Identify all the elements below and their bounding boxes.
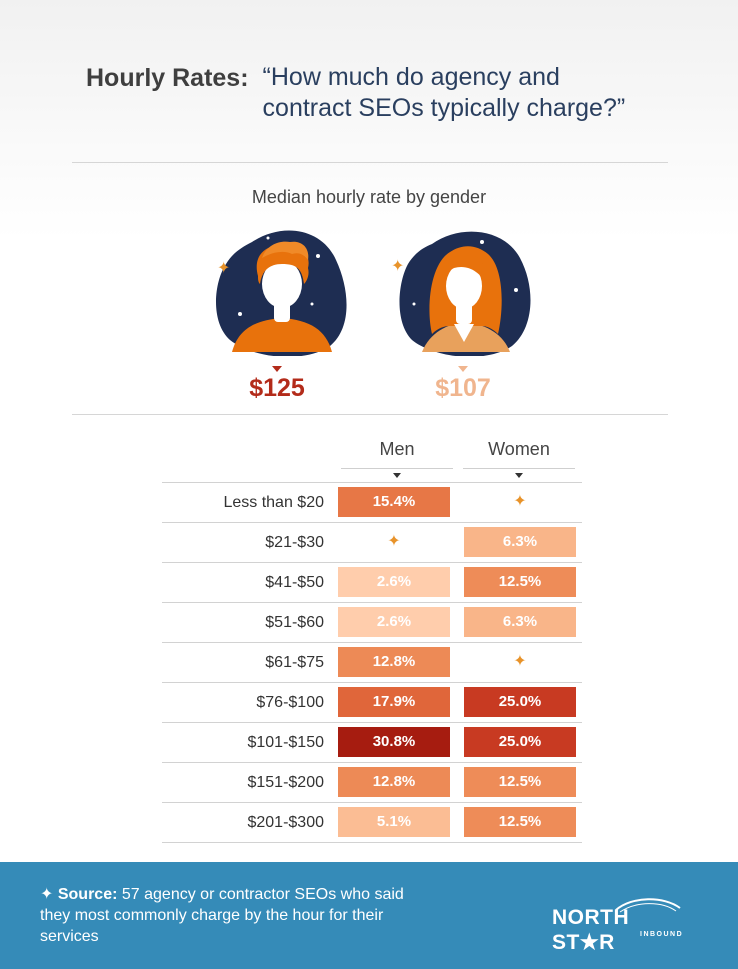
rate-range-label: $21-$30 xyxy=(265,534,324,551)
rate-range-label: $201-$300 xyxy=(247,814,324,831)
table-row: $41-$50 2.6% 12.5% xyxy=(162,562,582,602)
women-value-cell: 6.3% xyxy=(464,607,576,637)
men-value-cell: 12.8% xyxy=(338,767,450,797)
sparkle-icon: ✦ xyxy=(40,886,58,903)
sparkle-icon: ✦ xyxy=(513,653,527,670)
logo-main-text: NORTH ST★R xyxy=(552,906,630,954)
sparkle-icon: ✦ xyxy=(217,260,231,277)
column-pointer-men xyxy=(393,473,401,478)
source-text: 57 agency or contractor SEOs who said th… xyxy=(40,886,404,945)
median-men-value: $125 xyxy=(249,374,305,402)
median-subtitle: Median hourly rate by gender xyxy=(251,187,487,207)
man-avatar xyxy=(212,224,352,356)
column-pointer-women xyxy=(515,473,523,478)
men-value-cell: 17.9% xyxy=(338,687,450,717)
title-question: “How much do agency and contract SEOs ty… xyxy=(262,63,626,122)
women-value-cell: 6.3% xyxy=(464,527,576,557)
men-value-cell: 12.8% xyxy=(338,647,450,677)
median-women-value: $107 xyxy=(435,374,491,402)
sparkle-icon: ✦ xyxy=(387,533,401,550)
sparkle-icon: ✦ xyxy=(513,493,527,510)
logo-sub-text: INBOUND xyxy=(640,931,684,938)
divider-middle xyxy=(72,414,668,415)
rate-range-label: $76-$100 xyxy=(256,694,324,711)
north-star-logo: NORTH ST★R INBOUND xyxy=(546,894,696,954)
title-row: Hourly Rates: “How much do agency and co… xyxy=(86,62,643,124)
men-value-cell: 30.8% xyxy=(338,727,450,757)
women-value-cell: 12.5% xyxy=(464,567,576,597)
women-value-cell: 25.0% xyxy=(464,727,576,757)
table-row: $21-$30 ✦ 6.3% xyxy=(162,522,582,562)
women-value-cell: 12.5% xyxy=(464,807,576,837)
woman-avatar xyxy=(396,224,536,356)
footer: ✦ Source: 57 agency or contractor SEOs w… xyxy=(0,862,738,969)
rate-range-label: $151-$200 xyxy=(247,774,324,791)
column-header-women: Women xyxy=(463,439,575,469)
rate-range-label: $61-$75 xyxy=(265,654,324,671)
men-value-cell: 2.6% xyxy=(338,567,450,597)
women-median-pointer xyxy=(458,366,468,372)
rate-range-label: $41-$50 xyxy=(265,574,324,591)
women-value-cell: 12.5% xyxy=(464,767,576,797)
rate-range-label: $101-$150 xyxy=(247,734,324,751)
table-row: $101-$150 30.8% 25.0% xyxy=(162,722,582,762)
table-row: $76-$100 17.9% 25.0% xyxy=(162,682,582,722)
men-value-cell: 15.4% xyxy=(338,487,450,517)
table-row: $51-$60 2.6% 6.3% xyxy=(162,602,582,642)
men-median-pointer xyxy=(272,366,282,372)
rate-range-label: Less than $20 xyxy=(223,494,324,511)
logo-swoosh xyxy=(615,898,681,913)
men-value-cell: 5.1% xyxy=(338,807,450,837)
rate-range-label: $51-$60 xyxy=(265,614,324,631)
men-value-cell: 2.6% xyxy=(338,607,450,637)
women-value-cell: 25.0% xyxy=(464,687,576,717)
sparkle-icon: ✦ xyxy=(391,258,405,275)
source-label: Source: xyxy=(57,886,118,903)
table-row: Less than $20 15.4% ✦ xyxy=(162,482,582,522)
source-note: ✦ Source: 57 agency or contractor SEOs w… xyxy=(40,884,420,947)
rate-table: Less than $20 15.4% ✦ $21-$30 ✦ 6.3% $41-$50 2.… xyxy=(162,482,582,843)
table-row: $151-$200 12.8% 12.5% xyxy=(162,762,582,802)
table-row: $61-$75 12.8% ✦ xyxy=(162,642,582,682)
column-header-men: Men xyxy=(341,439,453,469)
title-lead: Hourly Rates: xyxy=(86,64,249,92)
table-row: $201-$300 5.1% 12.5% xyxy=(162,802,582,843)
divider-top xyxy=(72,162,668,163)
